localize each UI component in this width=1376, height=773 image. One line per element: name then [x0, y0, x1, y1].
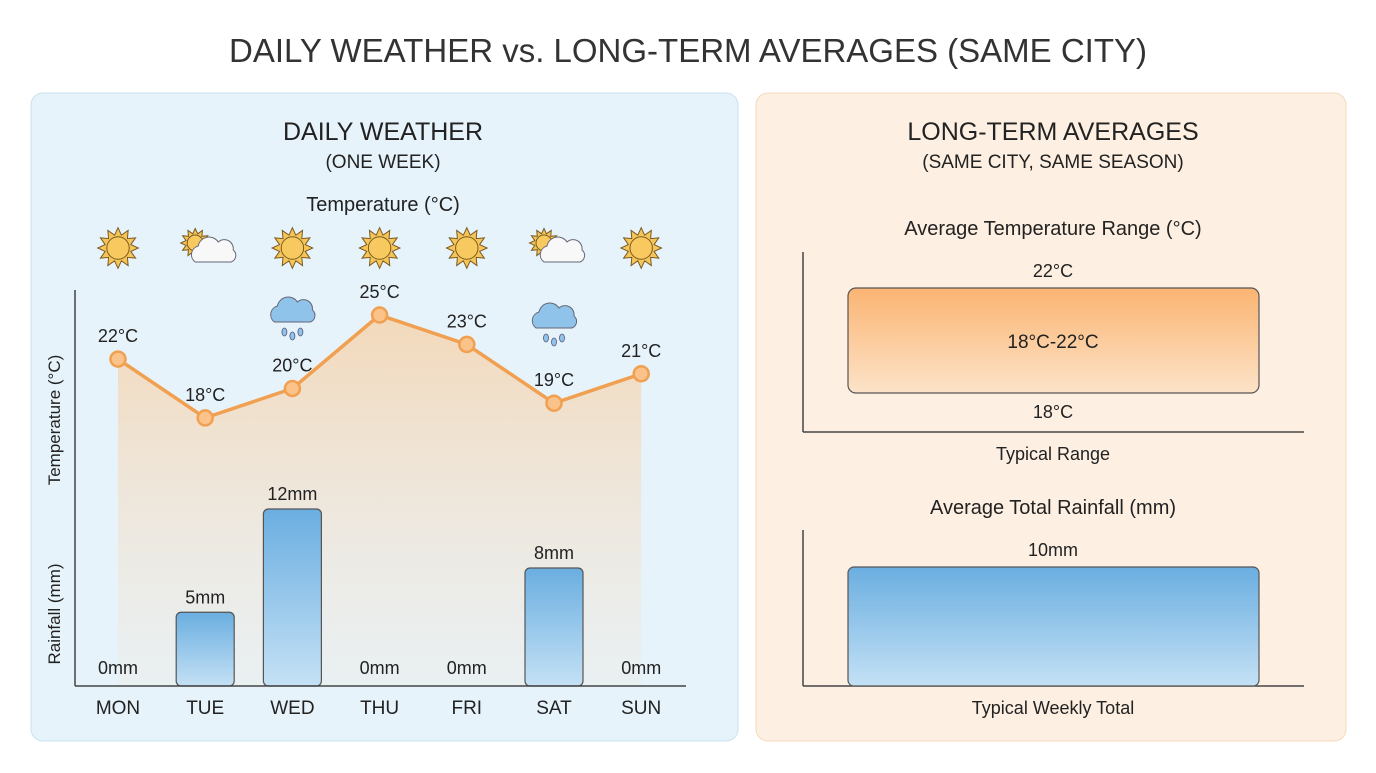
sun-icon — [358, 226, 402, 270]
sun-disc — [106, 236, 130, 260]
x-tick-label: TUE — [186, 698, 224, 719]
temperature-label: 21°C — [621, 341, 661, 361]
temperature-label: 23°C — [447, 311, 487, 331]
rainfall-label: 5mm — [185, 587, 225, 607]
rainfall-bar — [524, 567, 584, 687]
avg-temp-range-bar — [847, 287, 1260, 394]
sun-disc — [280, 236, 305, 260]
rainfall-label: 0mm — [98, 658, 138, 678]
raindrop — [281, 327, 288, 337]
temperature-point — [196, 409, 214, 427]
sun-icon — [270, 226, 314, 270]
temperature-label: 20°C — [272, 356, 312, 376]
sun-icon — [445, 226, 489, 270]
temperature-area — [118, 315, 642, 686]
avg-rain-label: 10mm — [1028, 540, 1078, 560]
rainfall-bar — [262, 508, 322, 687]
rainfall-label: 12mm — [267, 484, 317, 504]
temperature-point — [109, 350, 127, 368]
temperature-title: Temperature (°C) — [306, 194, 460, 216]
rain-cloud-icon — [270, 296, 316, 323]
y-axis-label-temperature: Temperature (°C) — [45, 355, 64, 486]
avg-temp-x-label: Typical Range — [996, 444, 1110, 464]
daily-title: DAILY WEATHER — [283, 118, 483, 146]
raindrop — [559, 333, 565, 343]
x-tick-label: WED — [270, 698, 314, 719]
temperature-label: 18°C — [185, 385, 225, 405]
sun-icon — [96, 226, 140, 270]
rainfall-label: 0mm — [360, 658, 400, 678]
x-tick-label: SUN — [621, 698, 661, 719]
main-title: DAILY WEATHER vs. LONG-TERM AVERAGES (SA… — [229, 32, 1147, 69]
avg-temp-high-label: 22°C — [1033, 261, 1073, 281]
sun-disc — [367, 236, 392, 260]
x-tick-label: THU — [360, 698, 399, 719]
raindrop — [551, 337, 557, 347]
temperature-point — [632, 365, 650, 383]
avg-temp-title: Average Temperature Range (°C) — [904, 218, 1201, 240]
averages-title: LONG-TERM AVERAGES — [907, 118, 1198, 146]
temperature-point — [283, 379, 302, 398]
cloud-icon — [190, 236, 237, 263]
avg-temp-range-label: 18°C-22°C — [1007, 332, 1098, 353]
rainfall-label: 0mm — [447, 658, 487, 678]
x-tick-label: FRI — [451, 698, 482, 719]
avg-rain-bar — [847, 566, 1260, 687]
raindrop — [297, 327, 304, 337]
temperature-point — [458, 335, 476, 354]
x-tick-label: SAT — [536, 698, 572, 719]
temperature-point — [545, 394, 563, 412]
temperature-label: 22°C — [98, 326, 138, 346]
avg-temp-low-label: 18°C — [1033, 402, 1073, 422]
temperature-label: 19°C — [534, 370, 574, 390]
rain-cloud-icon — [531, 302, 578, 329]
sun-disc — [629, 236, 653, 260]
rainfall-label: 8mm — [534, 543, 574, 563]
sun-disc — [455, 236, 479, 260]
temperature-point — [370, 306, 389, 324]
cloud-icon — [539, 236, 586, 263]
y-axis-label-rainfall: Rainfall (mm) — [45, 563, 64, 664]
avg-rain-x-label: Typical Weekly Total — [972, 698, 1134, 718]
temperature-label: 25°C — [359, 282, 399, 302]
averages-subtitle: (SAME CITY, SAME SEASON) — [922, 152, 1183, 173]
rainfall-bar — [175, 611, 235, 687]
raindrop — [289, 331, 296, 341]
daily-subtitle: (ONE WEEK) — [325, 152, 440, 173]
avg-rain-title: Average Total Rainfall (mm) — [930, 497, 1176, 519]
x-tick-label: MON — [96, 698, 140, 719]
raindrop — [543, 333, 549, 343]
rainfall-label: 0mm — [621, 658, 661, 678]
sun-icon — [619, 226, 663, 270]
